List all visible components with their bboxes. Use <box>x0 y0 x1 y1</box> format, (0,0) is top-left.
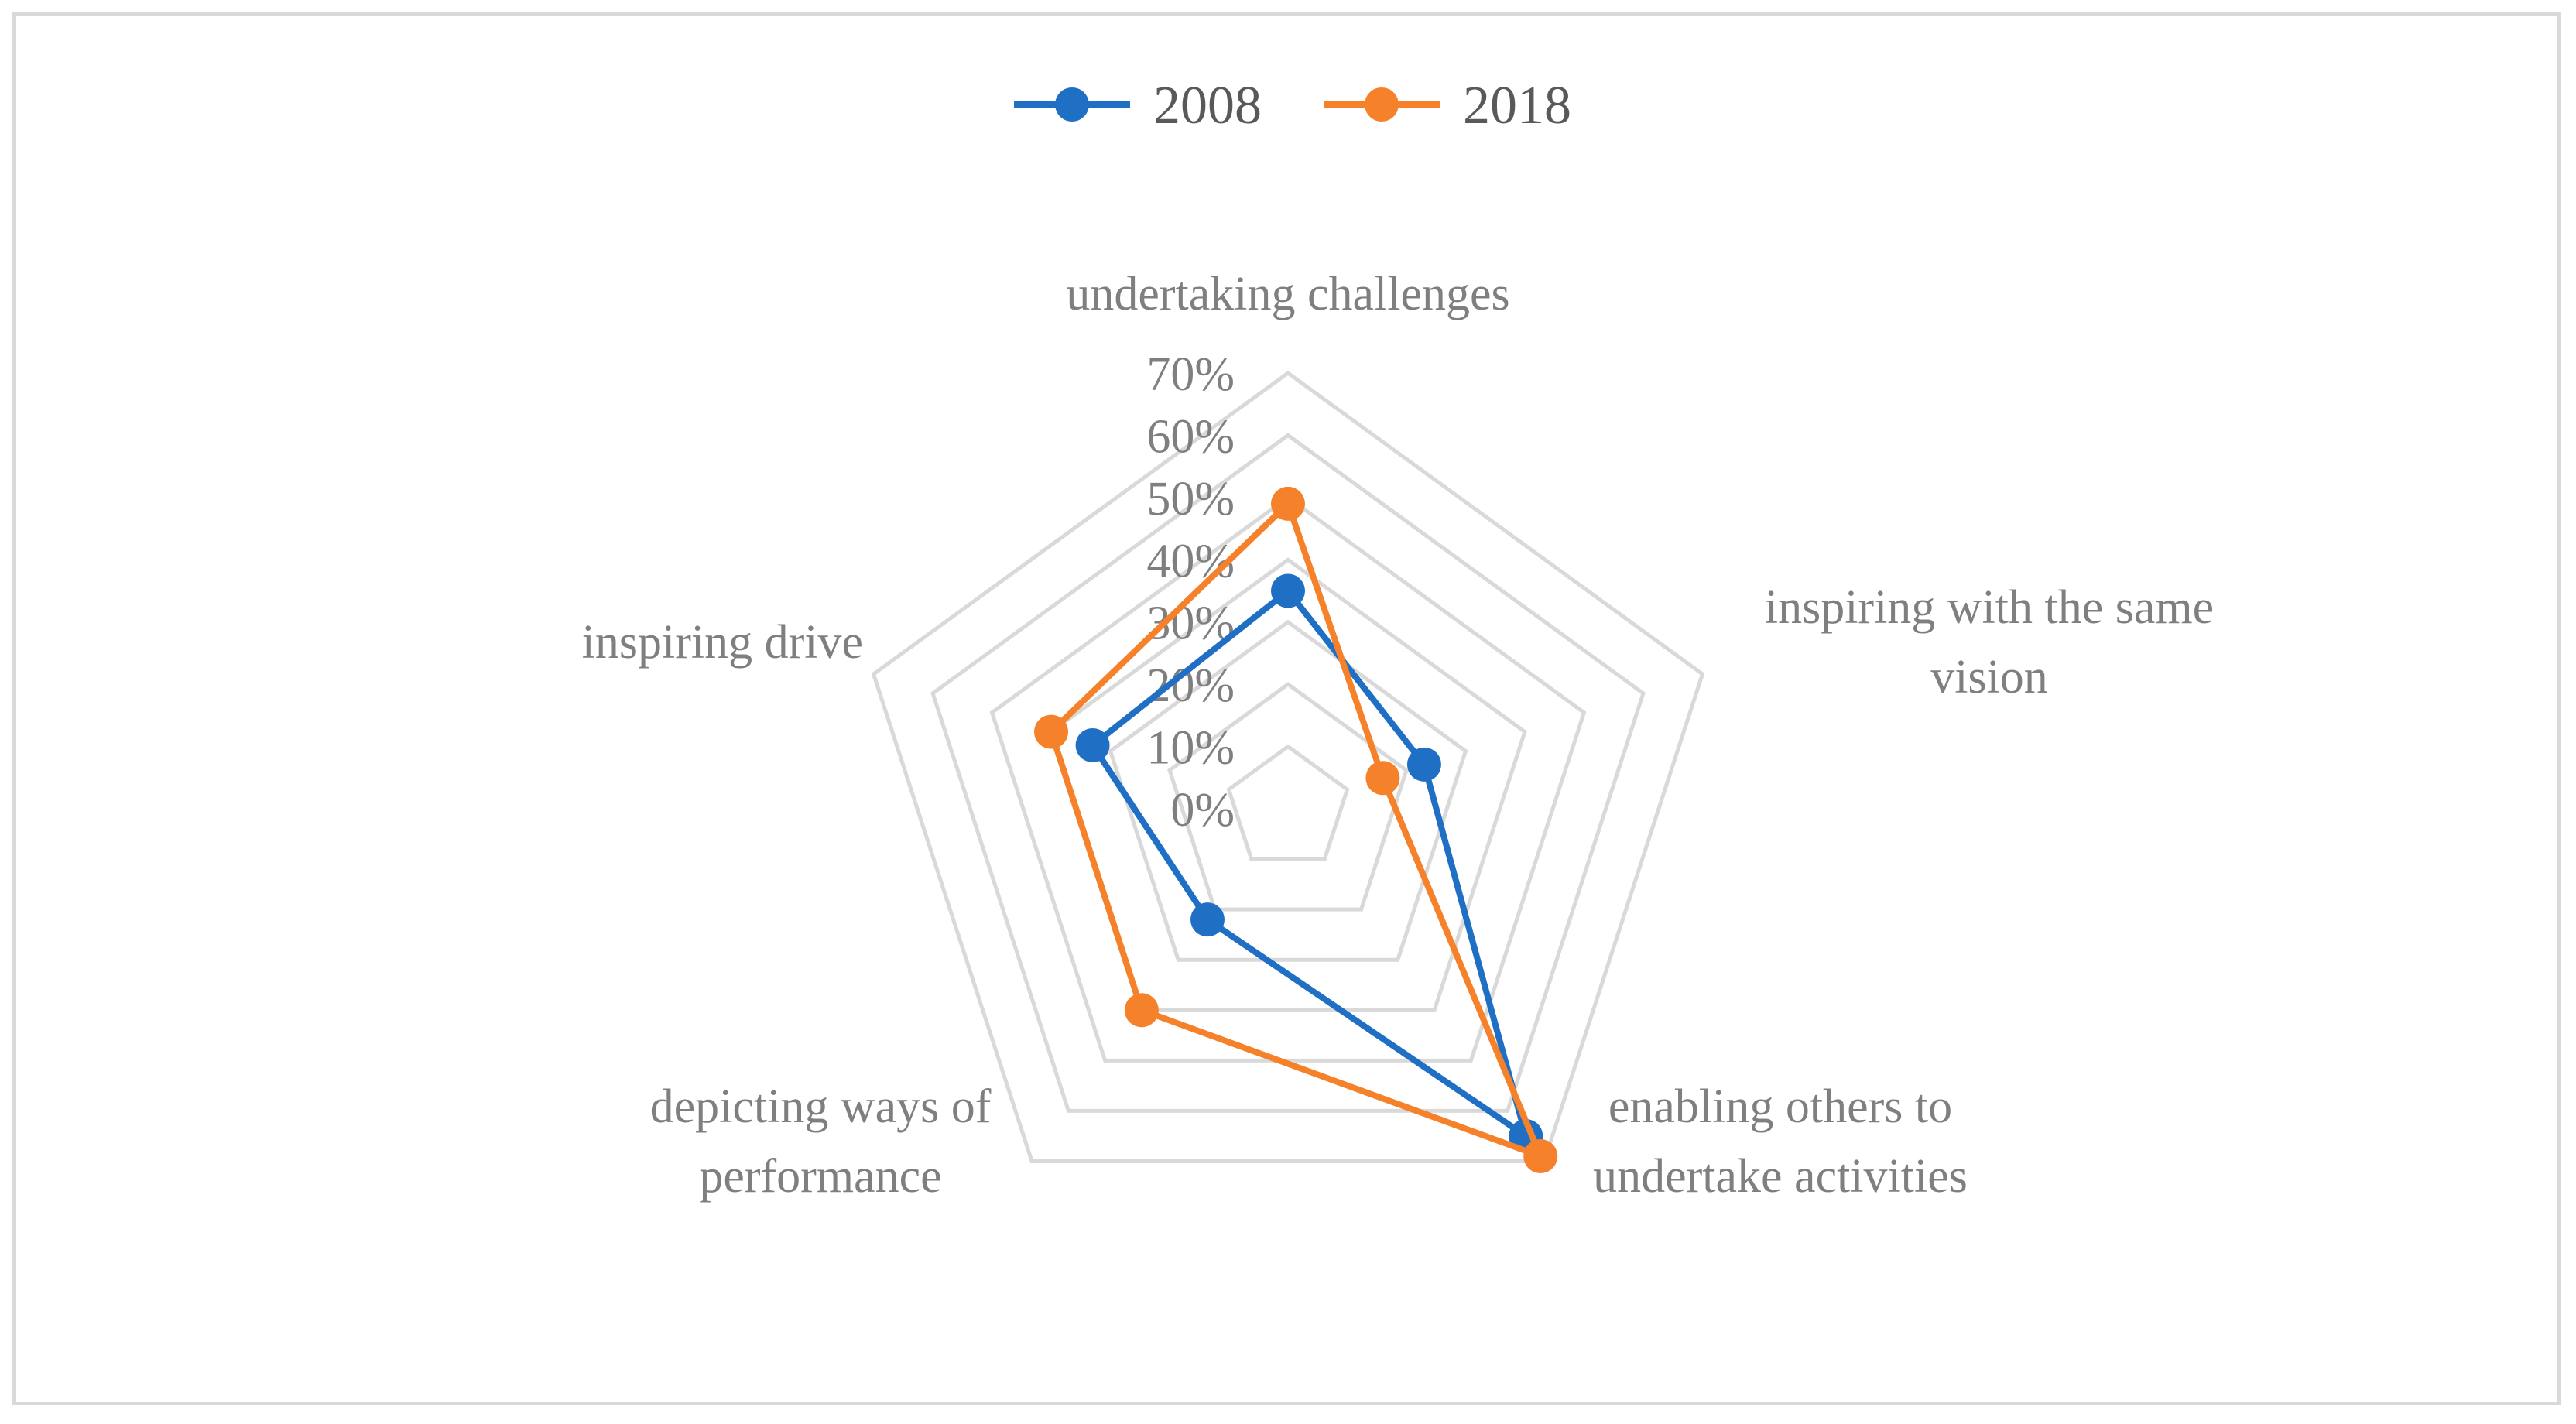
data-point <box>1523 1138 1558 1173</box>
tick-label: 10% <box>1146 722 1235 775</box>
category-label: undertaking challenges <box>1066 268 1509 320</box>
legend-label: 2008 <box>1153 76 1262 135</box>
category-label: inspiring drive <box>582 616 863 669</box>
series-line <box>1048 500 1544 1159</box>
series-2018 <box>1034 486 1558 1173</box>
grid-ring-7 <box>871 370 1705 1163</box>
data-point <box>1075 727 1110 762</box>
tick-label: 40% <box>1146 535 1235 587</box>
data-point <box>1406 747 1441 782</box>
grid-ring-6 <box>930 433 1646 1113</box>
legend-entry: 2018 <box>1324 76 1571 135</box>
legend-entry: 2008 <box>1014 76 1262 135</box>
category-label: depicting ways of performance <box>650 1080 992 1203</box>
legend-marker <box>1055 87 1089 122</box>
tick-label: 60% <box>1146 410 1235 463</box>
grid-ring-2 <box>1167 682 1409 912</box>
data-point <box>1190 902 1225 937</box>
legend-marker <box>1365 87 1399 122</box>
data-point <box>1271 486 1305 521</box>
tick-label: 50% <box>1146 473 1235 525</box>
chart-frame <box>12 12 2561 1405</box>
tick-label: 0% <box>1170 784 1235 837</box>
tick-label: 70% <box>1146 348 1235 401</box>
grid-ring-1 <box>1226 744 1350 861</box>
series-line <box>1089 587 1530 1139</box>
data-point <box>1124 993 1159 1028</box>
data-point <box>1365 761 1400 796</box>
data-point <box>1034 714 1069 749</box>
category-label: inspiring with the same vision <box>1765 581 2214 703</box>
radial-tick-labels: 0%10%20%30%40%50%60%70% <box>1146 348 1235 837</box>
category-labels: undertaking challenges inspiring with the… <box>582 268 2215 1203</box>
grid-ring-3 <box>1108 619 1468 962</box>
category-label: enabling others to undertake activities <box>1593 1080 1968 1203</box>
legend-label: 2018 <box>1463 76 1571 135</box>
grid-ring-4 <box>1049 557 1527 1012</box>
legend: 2008 2018 <box>1014 76 1571 135</box>
series-layer <box>1034 486 1558 1173</box>
data-point <box>1271 573 1305 608</box>
